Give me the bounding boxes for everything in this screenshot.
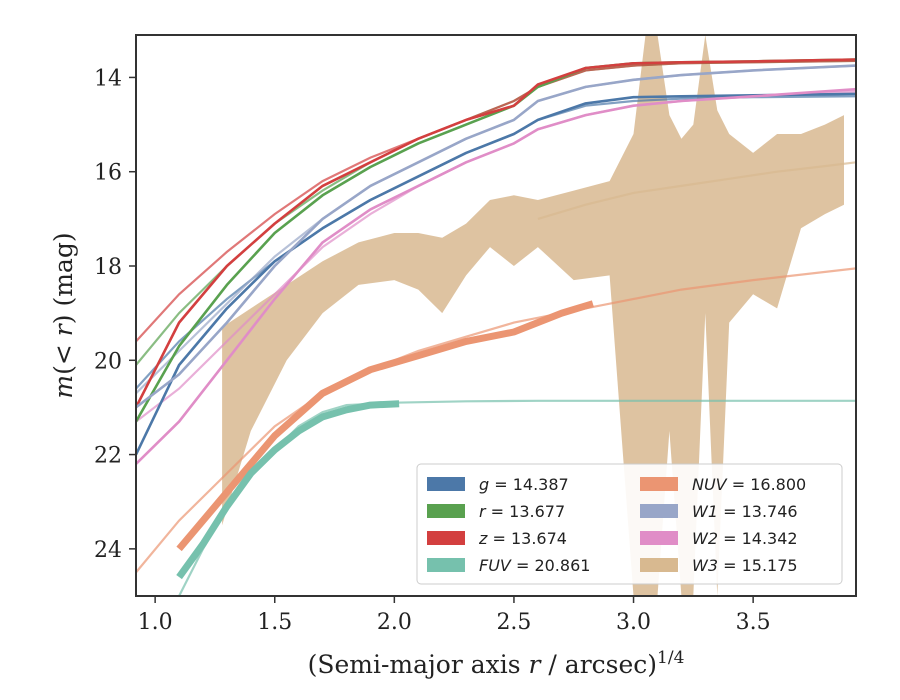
legend-label-r: r = 13.677 <box>479 502 565 521</box>
legend-swatch-z <box>427 531 465 545</box>
legend-label-w1: W1 = 13.746 <box>692 502 798 521</box>
y-tick-label: 22 <box>94 444 122 469</box>
series-line-w2 <box>136 87 856 465</box>
model-curve-w3 <box>537 161 856 220</box>
legend-swatch-w3 <box>640 558 678 572</box>
series-line-g <box>136 92 856 456</box>
y-tick-label: 16 <box>94 161 122 186</box>
x-tick-label: 1.5 <box>257 610 292 635</box>
x-tick-label: 1.0 <box>138 610 173 635</box>
legend-swatch-nuv <box>640 477 678 491</box>
y-axis-label: m(< r) (mag) <box>49 232 78 398</box>
series-line-w1 <box>136 64 856 409</box>
legend-label-nuv: NUV = 16.800 <box>692 475 806 494</box>
x-axis-label: (Semi-major axis r / arcsec)1/4 <box>308 648 685 679</box>
legend-label-fuv: FUV = 20.861 <box>479 556 590 575</box>
y-axis-ticks: 14 16 18 20 22 24 <box>94 66 136 563</box>
x-tick-label: 3.0 <box>616 610 651 635</box>
w3-band-layer <box>222 35 845 596</box>
band-w3 <box>222 35 845 596</box>
series-line-nuv <box>176 300 594 552</box>
legend-swatch-w1 <box>640 504 678 518</box>
series-line-z <box>136 58 856 408</box>
legend-box <box>416 463 843 585</box>
x-tick-label: 2.5 <box>496 610 531 635</box>
y-tick-label: 24 <box>94 538 122 563</box>
y-tick-label: 18 <box>94 255 122 280</box>
legend-label-g: g = 14.387 <box>479 475 569 494</box>
x-tick-label: 3.5 <box>736 610 771 635</box>
y-tick-label: 14 <box>94 66 122 91</box>
legend-label-z: z = 13.674 <box>478 529 567 548</box>
series-line-fuv <box>176 400 400 580</box>
y-tick-label: 20 <box>94 349 122 374</box>
legend-label-w2: W2 = 14.342 <box>692 529 798 548</box>
x-axis-ticks: 1.0 1.5 2.0 2.5 3.0 3.5 <box>138 596 771 635</box>
legend-swatch-r <box>427 504 465 518</box>
legend-swatch-w2 <box>640 531 678 545</box>
plot-frame <box>135 34 857 597</box>
legend-swatch-fuv <box>427 558 465 572</box>
legend-label-w3: W3 = 15.175 <box>692 556 798 575</box>
model-curve-nuv <box>136 267 856 574</box>
series-lines-layer <box>136 58 856 580</box>
x-tick-label: 2.0 <box>377 610 412 635</box>
legend: g = 14.387 r = 13.677 z = 13.674 FUV = 20.8… <box>416 463 843 585</box>
legend-swatch-g <box>427 477 465 491</box>
